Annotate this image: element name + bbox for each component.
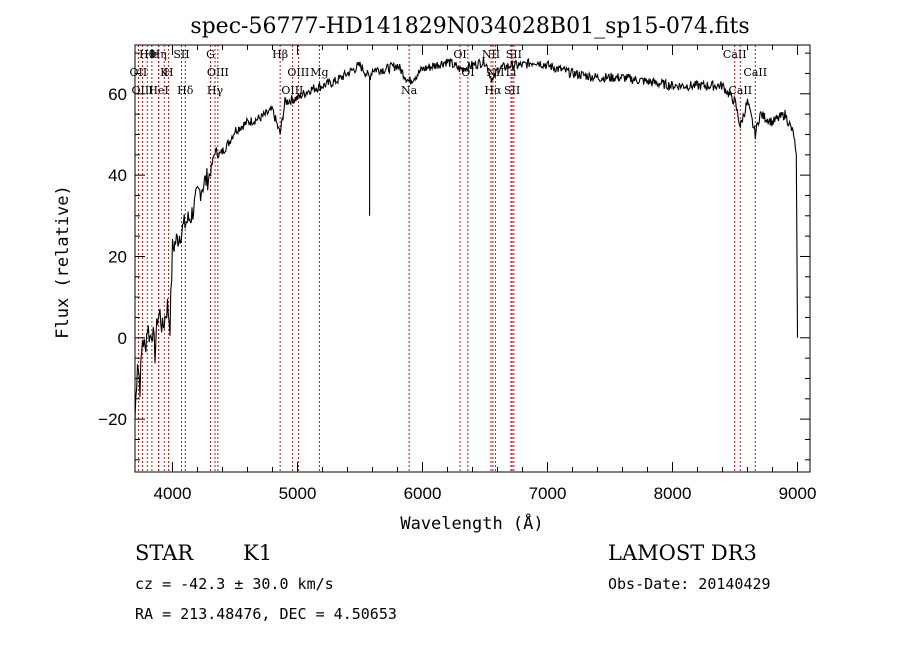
x-tick-label: 7000 (529, 484, 567, 503)
x-tick-label: 5000 (279, 484, 317, 503)
spectrum-line (134, 56, 799, 420)
line-label-hei: HeI (148, 84, 168, 97)
line-label-li: Li (506, 66, 517, 79)
line-label-caii: CaII (728, 84, 752, 97)
line-label-hγ: Hγ (207, 84, 224, 97)
obs-date: Obs-Date: 20140429 (608, 575, 771, 593)
ra-dec: RA = 213.48476, DEC = 4.50653 (135, 605, 397, 623)
line-label-hη: Hη (151, 48, 167, 61)
plot-frame (134, 44, 811, 473)
line-label-oii: OII (130, 66, 148, 79)
x-axis-label: Wavelength (Å) (400, 512, 543, 534)
y-axis-ticks: −20 0 20 40 60 (98, 52, 810, 461)
x-tick-label: 9000 (779, 484, 817, 503)
line-label-sii: SII (173, 48, 189, 61)
line-label-nii: NII (482, 48, 500, 61)
x-tick-label: 8000 (654, 484, 692, 503)
y-axis-label: Flux (relative) (53, 185, 73, 339)
line-label-hθ: Hθ (139, 48, 156, 61)
line-label-na: Na (401, 84, 418, 97)
line-label-hβ: Hβ (272, 48, 288, 61)
x-tick-label: 4000 (154, 484, 192, 503)
line-label-caii: CaII (743, 66, 767, 79)
line-label-k: K (160, 66, 169, 79)
x-tick-label: 6000 (404, 484, 442, 503)
object-subclass: K1 (243, 541, 272, 565)
spectral-line-labels: HθOIIOIIIHεKHeIHηHHδSIIOIIIHγGOIIIOIIIHβ… (130, 48, 768, 97)
line-label-oi: OI (453, 48, 466, 61)
line-label-oiii: OIII (287, 66, 309, 79)
y-tick-label: 60 (108, 85, 127, 104)
line-label-hε: Hε (144, 48, 160, 61)
line-label-mg: Mg (310, 66, 328, 79)
y-tick-label: −20 (98, 410, 127, 429)
line-label-hα: Hα (484, 84, 502, 97)
line-label-caii: CaII (723, 48, 747, 61)
chart-title: spec-56777-HD141829N034028B01_sp15-074.f… (190, 14, 749, 39)
line-label-g: G (206, 48, 215, 61)
line-label-sii: SII (506, 48, 522, 61)
x-axis-ticks: 4000 5000 6000 7000 8000 9000 (154, 45, 817, 503)
line-label-sii: SII (504, 84, 520, 97)
line-label-hδ: Hδ (177, 84, 194, 97)
line-label-h: H (164, 66, 174, 79)
y-tick-label: 20 (108, 247, 127, 266)
y-tick-label: 0 (118, 329, 127, 348)
survey-name: LAMOST DR3 (608, 541, 757, 565)
y-tick-label: 40 (108, 166, 127, 185)
line-label-oiii: OIII (207, 66, 229, 79)
object-class: STAR (135, 541, 194, 565)
redshift-cz: cz = -42.3 ± 30.0 km/s (135, 575, 334, 593)
spectral-line-markers (137, 45, 756, 472)
